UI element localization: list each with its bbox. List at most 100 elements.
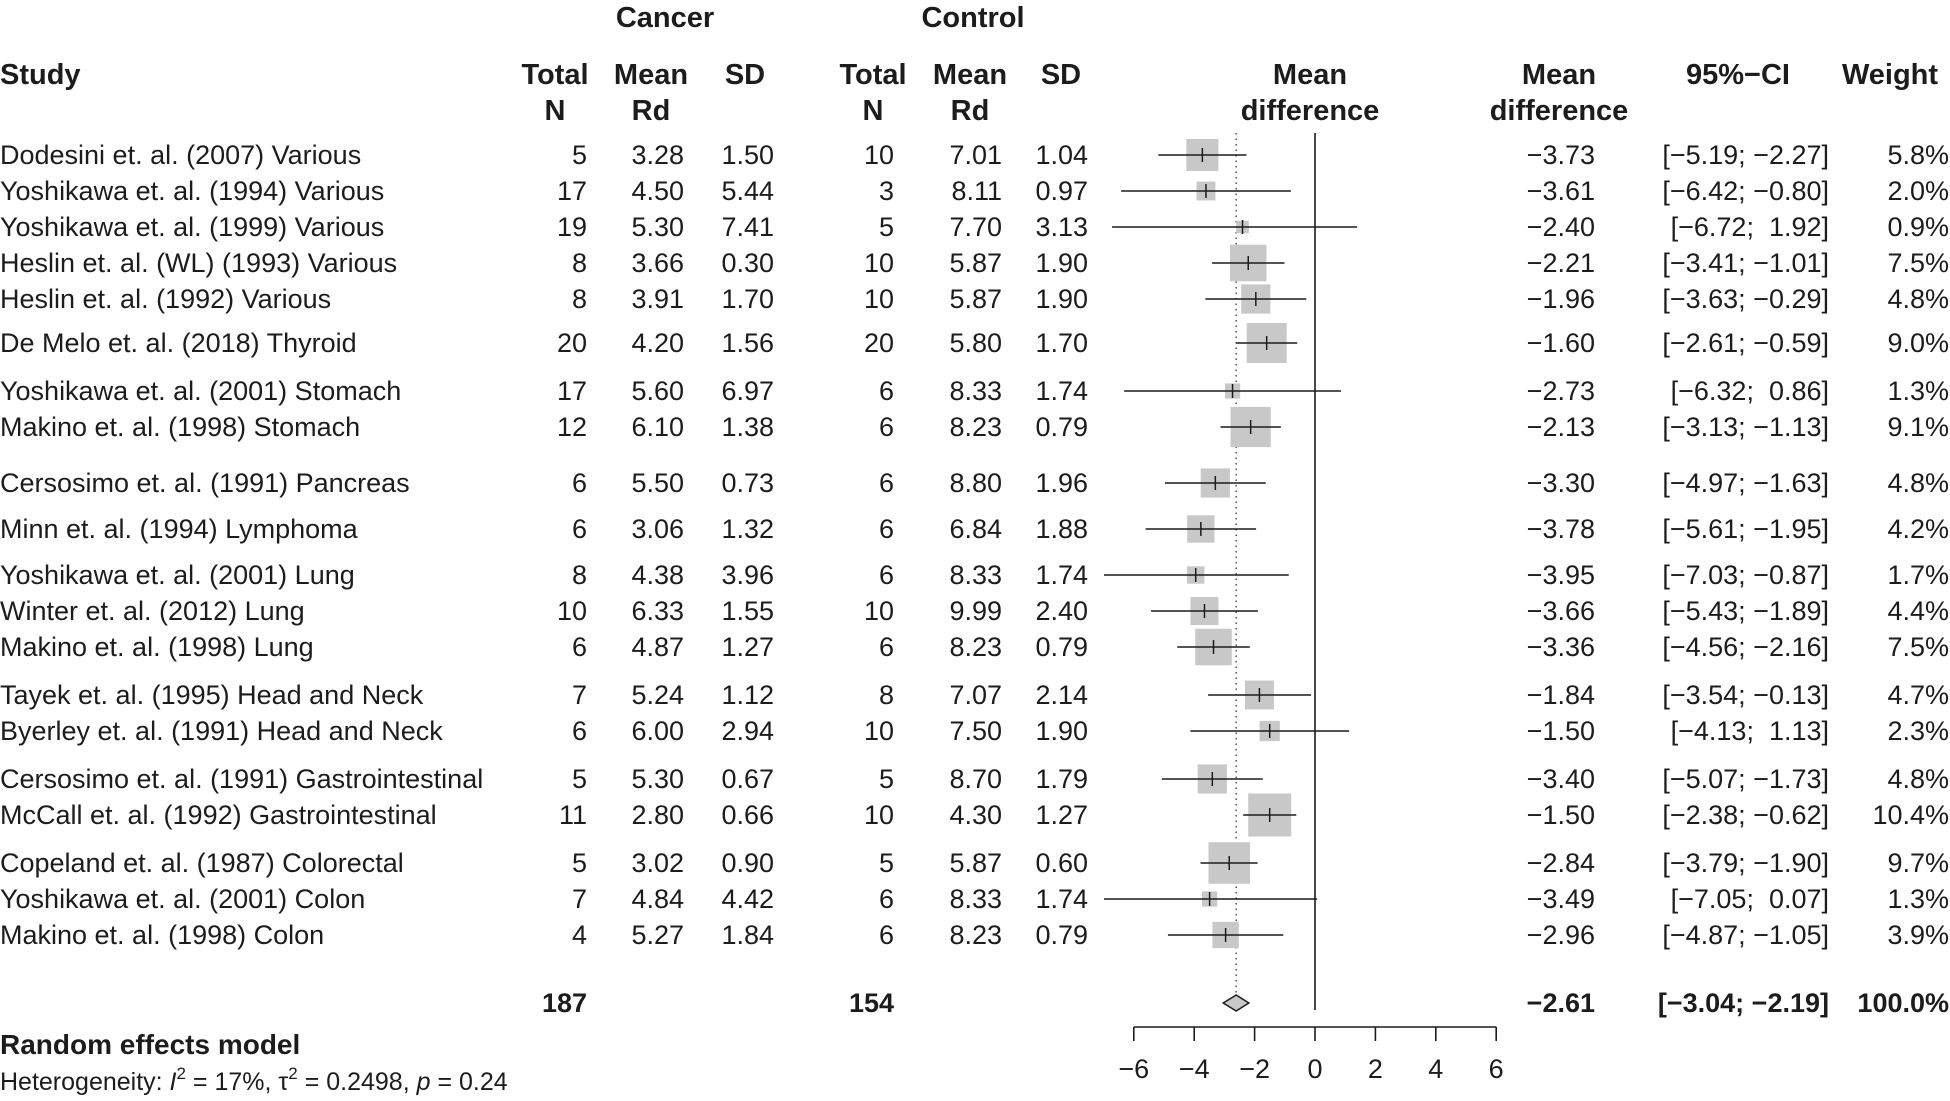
control-sd: 1.96 — [1035, 468, 1088, 498]
confidence-interval-value: [−4.13; 1.13] — [1671, 716, 1829, 746]
cancer-sd: 1.38 — [721, 412, 774, 442]
study-name: Byerley et. al. (1991) Head and Neck — [0, 716, 443, 746]
overall-confidence-interval: [−3.04; −2.19] — [1658, 988, 1829, 1018]
control-total-n: 6 — [879, 884, 894, 914]
study-row: Winter et. al. (2012) Lung 10 6.33 1.55 10 9.… — [0, 596, 1949, 626]
control-mean-rd: 5.80 — [949, 328, 1002, 358]
plot-column-header-line2: difference — [1241, 95, 1380, 127]
weight-column-header: Weight — [1842, 59, 1938, 91]
cancer-total-n: 11 — [559, 800, 587, 830]
control-mean-rd: 8.80 — [949, 468, 1002, 498]
mean-difference-value: −3.40 — [1527, 764, 1595, 794]
cancer-total-n: 8 — [572, 284, 587, 314]
study-row: Dodesini et. al. (2007) Various 5 3.28 1.50… — [0, 138, 1949, 172]
study-row: Yoshikawa et. al. (2001) Stomach 17 5.60 6.… — [0, 376, 1949, 406]
cancer-total-n-overall: 187 — [542, 988, 587, 1018]
study-row: Byerley et. al. (1991) Head and Neck 6 6.0… — [0, 716, 1949, 746]
cancer-mean-rd: 6.00 — [631, 716, 684, 746]
study-name: Yoshikawa et. al. (2001) Colon — [0, 884, 365, 914]
study-name: Winter et. al. (2012) Lung — [0, 596, 305, 626]
confidence-interval-value: [−3.63; −0.29] — [1662, 284, 1829, 314]
cancer-mean-rd: 5.30 — [631, 212, 684, 242]
mean-difference-value: −3.78 — [1527, 514, 1595, 544]
control-sd: 1.74 — [1035, 884, 1088, 914]
cancer-sd: 1.32 — [721, 514, 774, 544]
control-group-header: Control — [921, 2, 1024, 34]
confidence-interval-value: [−3.79; −1.90] — [1662, 848, 1829, 878]
mean-difference-value: −2.21 — [1527, 248, 1595, 278]
mean-difference-value: −1.60 — [1527, 328, 1595, 358]
study-name: Makino et. al. (1998) Colon — [0, 920, 324, 950]
control-sd: 3.13 — [1035, 212, 1088, 242]
cancer-mean-rd: 5.60 — [631, 376, 684, 406]
cancer-mean-rd: 6.33 — [631, 596, 684, 626]
cancer-sd: 1.70 — [721, 284, 774, 314]
cancer-sd: 0.73 — [721, 468, 774, 498]
weight-value: 10.4% — [1872, 800, 1949, 830]
control-sd: 0.97 — [1035, 176, 1088, 206]
control-mean-rd: 7.01 — [949, 140, 1002, 170]
mean-difference-value: −3.36 — [1527, 632, 1595, 662]
confidence-interval-value: [−3.41; −1.01] — [1662, 248, 1829, 278]
cancer-total-n-header-line1: Total — [521, 59, 588, 91]
study-row: De Melo et. al. (2018) Thyroid 20 4.20 1.56… — [0, 322, 1949, 364]
control-sd: 0.79 — [1035, 632, 1088, 662]
x-axis-tick-label: −4 — [1179, 1054, 1210, 1084]
control-total-n: 5 — [879, 848, 894, 878]
cancer-sd: 0.30 — [721, 248, 774, 278]
confidence-interval-value: [−4.56; −2.16] — [1662, 632, 1829, 662]
x-axis-tick-label: 2 — [1368, 1054, 1383, 1084]
study-name: Tayek et. al. (1995) Head and Neck — [0, 680, 424, 710]
cancer-mean-rd: 4.84 — [631, 884, 684, 914]
control-mean-rd: 9.99 — [949, 596, 1002, 626]
study-name: Dodesini et. al. (2007) Various — [0, 140, 361, 170]
control-sd: 0.79 — [1035, 920, 1088, 950]
control-total-n: 6 — [879, 632, 894, 662]
study-name: Minn et. al. (1994) Lymphoma — [0, 514, 359, 544]
control-sd: 2.40 — [1035, 596, 1088, 626]
study-row: Heslin et. al. (WL) (1993) Various 8 3.66 0… — [0, 244, 1949, 282]
cancer-total-n: 6 — [572, 632, 587, 662]
cancer-group-header: Cancer — [616, 2, 714, 34]
control-sd: 1.90 — [1035, 284, 1088, 314]
confidence-interval-value: [−5.07; −1.73] — [1662, 764, 1829, 794]
weight-value: 1.3% — [1887, 376, 1949, 406]
control-mean-rd: 5.87 — [949, 248, 1002, 278]
study-name: Yoshikawa et. al. (2001) Stomach — [0, 376, 401, 406]
study-column-header: Study — [0, 59, 81, 91]
study-row: Makino et. al. (1998) Lung 6 4.87 1.27 6 8.23… — [0, 628, 1949, 666]
cancer-mean-rd: 3.28 — [631, 140, 684, 170]
cancer-mean-rd: 5.24 — [631, 680, 684, 710]
control-total-n: 6 — [879, 412, 894, 442]
control-total-n: 8 — [879, 680, 894, 710]
cancer-sd: 1.56 — [721, 328, 774, 358]
cancer-total-n: 17 — [557, 376, 587, 406]
md-column-header-line2: difference — [1490, 95, 1629, 127]
weight-value: 2.3% — [1887, 716, 1949, 746]
study-name: Heslin et. al. (1992) Various — [0, 284, 331, 314]
control-total-n: 10 — [864, 140, 894, 170]
cancer-mean-rd: 6.10 — [631, 412, 684, 442]
mean-difference-value: −1.84 — [1527, 680, 1595, 710]
cancer-sd: 1.27 — [721, 632, 774, 662]
study-row: Yoshikawa et. al. (2001) Lung 8 4.38 3.96 6 8… — [0, 560, 1949, 590]
mean-difference-value: −3.49 — [1527, 884, 1595, 914]
study-name: Heslin et. al. (WL) (1993) Various — [0, 248, 397, 278]
control-total-n: 10 — [864, 284, 894, 314]
control-sd: 1.74 — [1035, 376, 1088, 406]
mean-difference-value: −2.40 — [1527, 212, 1595, 242]
confidence-interval-value: [−3.13; −1.13] — [1662, 412, 1829, 442]
cancer-mean-rd: 5.27 — [631, 920, 684, 950]
study-row: Yoshikawa et. al. (2001) Colon 7 4.84 4.42 6… — [0, 884, 1949, 914]
cancer-sd: 1.50 — [721, 140, 774, 170]
control-sd-header: SD — [1041, 59, 1081, 91]
x-axis-tick-label: 0 — [1307, 1054, 1322, 1084]
control-mean-rd: 7.70 — [949, 212, 1002, 242]
control-total-n: 5 — [879, 212, 894, 242]
study-row: Cersosimo et. al. (1991) Pancreas 6 5.50 0.… — [0, 468, 1949, 498]
study-name: Yoshikawa et. al. (1994) Various — [0, 176, 384, 206]
cancer-mean-rd: 5.30 — [631, 764, 684, 794]
control-total-n: 6 — [879, 560, 894, 590]
cancer-total-n: 12 — [557, 412, 587, 442]
study-row: Cersosimo et. al. (1991) Gastrointestina… — [0, 764, 1949, 794]
